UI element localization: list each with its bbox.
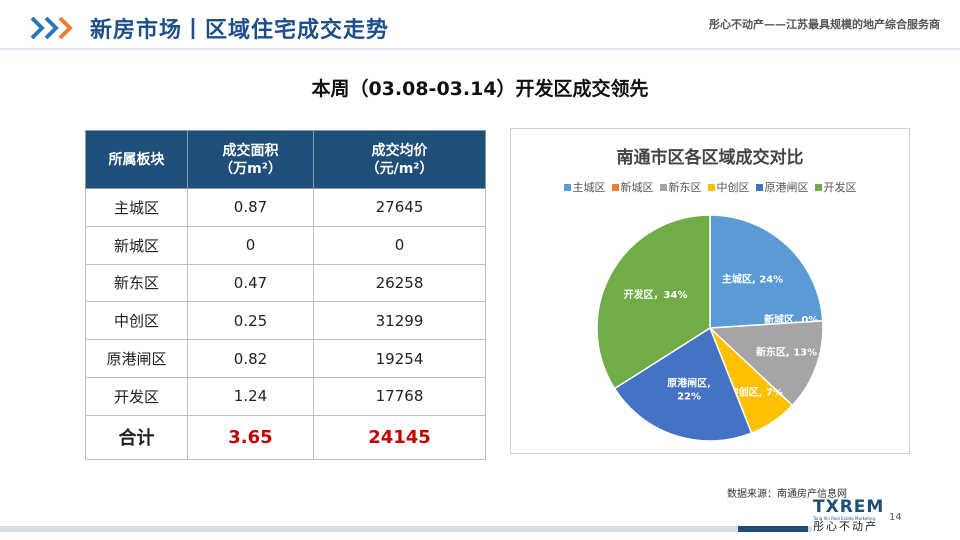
legend-label: 新东区 [668,181,702,194]
pie-data-label: 新东区, 13% [756,346,817,359]
header-price: 成交均价 （元/m²） [313,130,486,189]
pie-data-label: 中创区, 7% [729,385,783,398]
table-row: 中创区 0.25 31299 [85,301,486,341]
chart-legend: 主城区 新城区 新东区 中创区 原港闸区 开发区 [511,179,909,195]
data-source: 数据来源：南通房产信息网 [727,489,847,500]
legend-label: 新城区 [620,181,654,194]
total-label: 合计 [85,414,188,460]
pie-chart: 主城区, 24%新城区, 0%新东区, 13%中创区, 7%原港闸区, 22%开发… [596,214,824,442]
legend-item: 开发区 [814,179,857,195]
cell-price: 0 [313,225,486,265]
cell-area: 0.87 [187,188,314,227]
company-logo: TXREM Tong Xin Real Estate Marketing 彤心不… [813,498,887,538]
legend-label: 主城区 [572,181,606,194]
table-row: 主城区 0.87 27645 [85,188,486,227]
chart-title: 南通市区各区域成交对比 [616,148,804,168]
pie-slice [708,320,824,407]
legend-item: 中创区 [707,179,750,195]
legend-swatch [611,184,619,191]
legend-item: 新东区 [659,179,702,195]
transaction-table: 所属板块 成交面积 （万m²） 成交均价 （元/m²） 主城区 0.87 276… [85,130,486,460]
logo-chinese: 彤心不动产 [813,520,878,533]
cell-region: 开发区 [85,376,188,416]
cell-price: 19254 [313,339,486,378]
legend-swatch [563,184,571,191]
cell-region: 主城区 [85,188,188,227]
pie-slice [596,214,711,390]
cell-area: 0 [187,225,314,265]
legend-swatch [814,184,822,191]
cell-price: 17768 [313,376,486,416]
page-title: 新房市场丨区域住宅成交走势 [90,18,390,43]
table-total-row: 合计 3.65 24145 [85,414,486,460]
legend-item: 新城区 [611,179,654,195]
pie-data-label: 主城区, 24% [722,273,783,286]
pie-data-label: 原港闸区, 22% [667,376,711,402]
total-price: 24145 [313,414,486,460]
cell-area: 1.24 [187,376,314,416]
page-number: 14 [889,512,902,523]
cell-region: 原港闸区 [85,339,188,378]
logo-english: Tong Xin Real Estate Marketing [813,516,875,521]
legend-label: 中创区 [716,181,750,194]
cell-price: 31299 [313,301,486,341]
cell-area: 0.25 [187,301,314,341]
header-region: 所属板块 [85,130,188,189]
cell-region: 中创区 [85,301,188,341]
logo-wordmark: TXREM [813,497,885,517]
company-slogan: 彤心不动产——江苏最具规模的地产综合服务商 [709,18,940,31]
pie-slice [709,214,824,329]
table-row: 新城区 0 0 [85,225,486,265]
table-row: 新东区 0.47 26258 [85,263,486,303]
table-row: 开发区 1.24 17768 [85,376,486,416]
legend-item: 主城区 [563,179,606,195]
header: 新房市场丨区域住宅成交走势 彤心不动产——江苏最具规模的地产综合服务商 [0,0,960,58]
legend-item: 原港闸区 [755,179,809,195]
legend-swatch [707,184,715,191]
legend-label: 原港闸区 [764,181,809,194]
pie-data-label: 开发区，34% [624,288,688,301]
pie-chart-panel: 南通市区各区域成交对比 主城区 新城区 新东区 中创区 原港闸区 开发区 主城区, 24%… [510,128,910,454]
header-area: 成交面积 （万m²） [187,130,314,189]
total-area: 3.65 [187,414,314,460]
slide-subtitle: 本周（03.08-03.14）开发区成交领先 [311,78,649,100]
table-header-row: 所属板块 成交面积 （万m²） 成交均价 （元/m²） [85,130,486,189]
cell-area: 0.47 [187,263,314,303]
header-divider [0,48,960,50]
cell-region: 新城区 [85,225,188,265]
cell-region: 新东区 [85,263,188,303]
cell-price: 27645 [313,188,486,227]
pie-slice [613,326,753,442]
table-row: 原港闸区 0.82 19254 [85,339,486,378]
footer-bar [0,526,812,532]
legend-swatch [755,184,763,191]
cell-area: 0.82 [187,339,314,378]
legend-swatch [659,184,667,191]
legend-label: 开发区 [823,181,857,194]
footer-accent [738,526,808,532]
cell-price: 26258 [313,263,486,303]
chevron-right-icon [30,16,73,40]
